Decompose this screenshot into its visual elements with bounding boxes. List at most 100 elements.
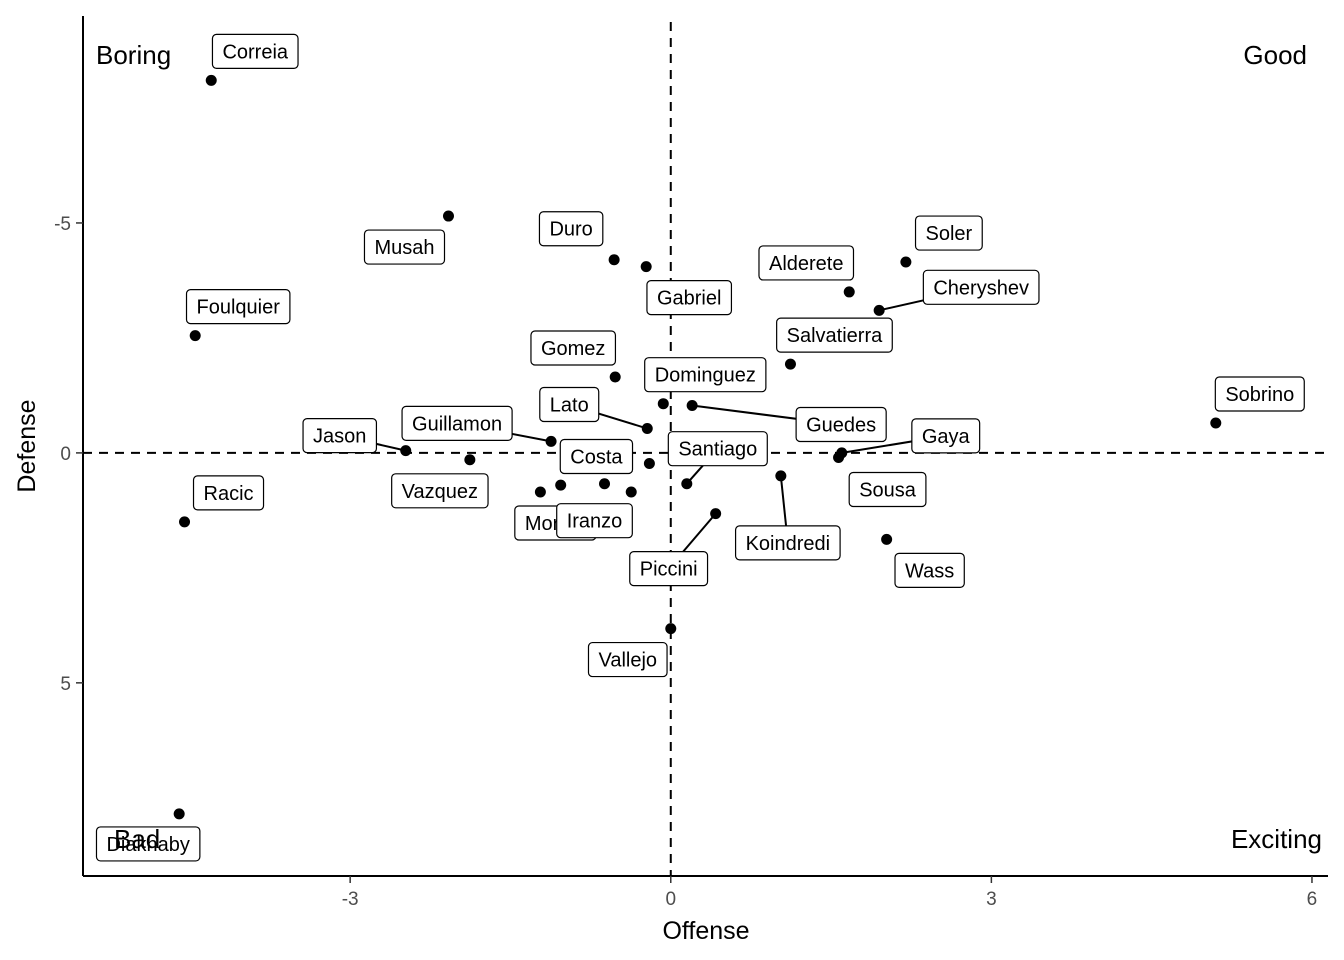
point-label: Sousa bbox=[848, 471, 927, 508]
point-label-text: Sobrino bbox=[1225, 384, 1294, 406]
y-tick-label: 0 bbox=[60, 444, 71, 465]
point-label: Salvatierra bbox=[776, 317, 893, 353]
data-point bbox=[843, 286, 855, 298]
point-label: Guedes bbox=[795, 406, 887, 443]
data-point bbox=[189, 330, 201, 342]
data-point bbox=[873, 304, 885, 316]
point-label-text: Costa bbox=[570, 446, 623, 468]
data-point bbox=[657, 398, 669, 410]
point-label-box bbox=[776, 317, 893, 353]
point-label-text: Cheryshev bbox=[933, 277, 1029, 299]
point-label-box bbox=[667, 431, 768, 467]
point-label-text: Jason bbox=[313, 426, 366, 448]
point-label: Foulquier bbox=[185, 289, 291, 325]
data-point bbox=[640, 261, 652, 273]
x-tick-label: -3 bbox=[342, 889, 359, 910]
point-label-box bbox=[914, 215, 983, 251]
data-point bbox=[555, 479, 567, 491]
data-point bbox=[686, 400, 698, 412]
point-label-text: Duro bbox=[549, 219, 592, 241]
data-points bbox=[173, 74, 1222, 820]
point-label: Alderete bbox=[758, 245, 855, 281]
point-label: Sobrino bbox=[1214, 376, 1305, 412]
data-point bbox=[400, 445, 412, 457]
point-label-text: Soler bbox=[926, 223, 973, 245]
data-point bbox=[881, 533, 893, 545]
point-label: Santiago bbox=[667, 431, 768, 467]
point-label-text: Vallejo bbox=[598, 650, 657, 672]
data-point bbox=[775, 470, 787, 482]
reference-lines bbox=[83, 22, 1328, 876]
point-label: Diakhaby bbox=[95, 826, 201, 862]
point-label-text: Foulquier bbox=[197, 297, 281, 319]
point-label: Racic bbox=[192, 475, 265, 511]
point-label: Wass bbox=[894, 552, 965, 588]
data-point bbox=[833, 451, 845, 463]
point-label: Gaya bbox=[911, 418, 981, 454]
point-label-box bbox=[539, 386, 600, 423]
point-label-box bbox=[192, 475, 265, 511]
quadrant-label-bottom-left: Bad bbox=[114, 824, 160, 854]
point-label-text: Gabriel bbox=[657, 288, 721, 310]
data-point bbox=[665, 623, 677, 635]
point-label-box bbox=[587, 641, 668, 678]
point-label: Guillamon bbox=[401, 405, 513, 442]
point-label: Gomez bbox=[530, 330, 617, 366]
point-label-box bbox=[848, 471, 927, 508]
x-tick-label: 3 bbox=[986, 889, 997, 910]
point-label-text: Gomez bbox=[541, 338, 605, 360]
y-axis-title: Defense bbox=[13, 399, 41, 492]
point-label-text: Santiago bbox=[678, 439, 757, 461]
point-label: Vallejo bbox=[587, 641, 668, 678]
point-labels: Correia Musah Duro Gabriel Alderete Soler Cher… bbox=[95, 33, 1305, 862]
data-point bbox=[681, 478, 693, 490]
point-label-text: Correia bbox=[222, 41, 288, 63]
point-label-text: Iranzo bbox=[567, 511, 623, 533]
point-label-box bbox=[646, 280, 733, 316]
data-point bbox=[545, 435, 557, 447]
point-label-text: Guillamon bbox=[412, 413, 502, 435]
point-label-box bbox=[894, 552, 965, 588]
point-label: Jason bbox=[302, 417, 378, 454]
point-label-box bbox=[911, 418, 981, 454]
point-label-text: Lato bbox=[550, 395, 589, 417]
quadrant-label-bottom-right: Exciting bbox=[1231, 824, 1322, 854]
point-label-text: Sousa bbox=[859, 479, 917, 501]
data-point bbox=[625, 486, 637, 498]
point-label: Vazquez bbox=[391, 473, 489, 509]
data-point bbox=[900, 256, 912, 268]
data-point bbox=[205, 74, 217, 86]
point-label-box bbox=[211, 33, 299, 69]
point-label-text: Alderete bbox=[769, 253, 844, 275]
point-label-box bbox=[556, 503, 633, 539]
quadrant-label-top-right: Good bbox=[1243, 40, 1307, 70]
data-point bbox=[784, 358, 796, 370]
point-label-text: Salvatierra bbox=[787, 325, 883, 347]
data-point bbox=[173, 808, 185, 820]
data-point bbox=[641, 423, 653, 435]
point-label-box bbox=[95, 826, 201, 862]
point-label: Soler bbox=[914, 215, 983, 251]
x-axis-title: Offense bbox=[662, 917, 749, 945]
point-label-box bbox=[758, 245, 855, 281]
quadrant-labels: Boring Good Bad Exciting bbox=[96, 40, 1322, 854]
point-label-text: Musah bbox=[374, 237, 434, 259]
point-label-text: Guedes bbox=[806, 415, 876, 437]
point-label-text: Wass bbox=[905, 560, 954, 582]
y-tick-label: 5 bbox=[60, 674, 71, 695]
point-label-box bbox=[363, 229, 446, 265]
point-label: Correia bbox=[211, 33, 299, 69]
point-label: Piccini bbox=[629, 551, 709, 587]
data-point bbox=[464, 454, 476, 466]
point-label-text: Diakhaby bbox=[106, 834, 189, 856]
point-label-text: Piccini bbox=[640, 559, 698, 581]
data-point bbox=[1210, 417, 1222, 429]
data-point bbox=[179, 516, 191, 528]
data-point bbox=[710, 508, 722, 520]
point-label: Costa bbox=[559, 438, 634, 475]
point-label: Cheryshev bbox=[922, 269, 1040, 305]
point-label-box bbox=[922, 269, 1040, 305]
point-label-box bbox=[401, 405, 513, 442]
quadrant-label-top-left: Boring bbox=[96, 40, 171, 70]
